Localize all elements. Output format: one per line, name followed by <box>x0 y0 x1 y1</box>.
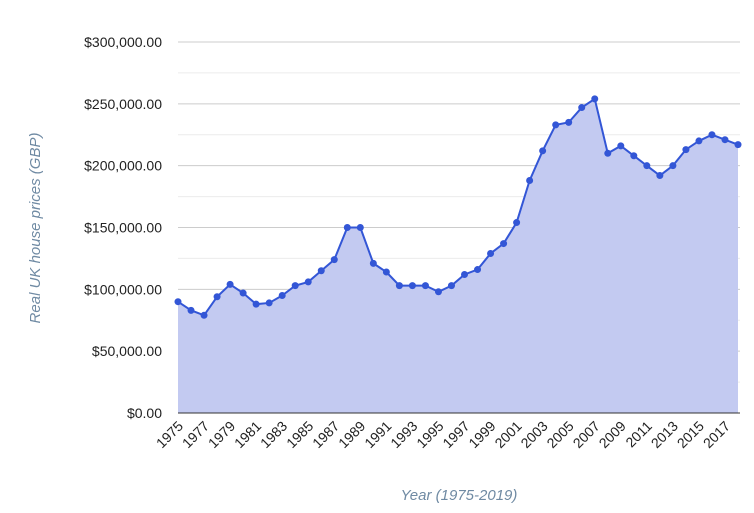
x-tick-label: 2005 <box>543 418 576 451</box>
point <box>500 240 508 248</box>
point <box>721 136 729 144</box>
x-tick-label: 1983 <box>257 418 290 451</box>
y-tick-label: $250,000.00 <box>84 96 162 112</box>
point <box>695 137 703 145</box>
y-tick-label: $200,000.00 <box>84 158 162 174</box>
point <box>291 282 299 290</box>
point <box>434 288 442 296</box>
x-tick-label: 1979 <box>205 418 238 451</box>
point <box>526 177 534 185</box>
point <box>382 268 390 276</box>
point <box>539 147 547 155</box>
point <box>408 282 416 290</box>
point <box>278 292 286 300</box>
point <box>591 95 599 103</box>
point <box>578 104 586 112</box>
x-tick-label: 2003 <box>517 418 550 451</box>
x-tick-label: 2017 <box>700 418 733 451</box>
point <box>213 293 221 301</box>
point <box>682 146 690 154</box>
x-tick-label: 1995 <box>413 418 446 451</box>
y-axis-title: Real UK house prices (GBP) <box>27 133 44 324</box>
point <box>630 152 638 160</box>
point <box>226 280 234 288</box>
x-tick-label: 1991 <box>361 418 394 451</box>
point <box>265 299 273 307</box>
x-tick-label: 1999 <box>465 418 498 451</box>
point <box>669 162 677 170</box>
area <box>178 98 738 414</box>
point <box>200 311 208 319</box>
point <box>356 224 364 231</box>
y-tick-label: $50,000.00 <box>92 343 162 359</box>
point <box>708 131 716 139</box>
point <box>421 282 429 290</box>
x-tick-label: 2013 <box>648 418 681 451</box>
y-tick-label: $150,000.00 <box>84 220 162 236</box>
point <box>734 141 742 149</box>
x-tick-label: 2007 <box>570 418 603 451</box>
point <box>643 162 651 170</box>
x-tick-label: 2011 <box>622 418 655 451</box>
point <box>239 289 247 297</box>
point <box>174 298 182 306</box>
point <box>252 300 260 308</box>
x-tick-label: 2015 <box>674 418 707 451</box>
point <box>395 282 403 290</box>
point <box>474 266 482 274</box>
y-tick-label: $300,000.00 <box>84 34 162 50</box>
point <box>447 282 455 290</box>
x-tick-label: 2009 <box>596 418 629 451</box>
x-tick-label: 1977 <box>179 418 212 451</box>
y-tick-label: $100,000.00 <box>84 281 162 297</box>
point <box>330 256 338 264</box>
x-tick-label: 1987 <box>309 418 342 451</box>
x-tick-label: 1989 <box>335 418 368 451</box>
point <box>317 267 325 275</box>
x-tick-label: 1993 <box>387 418 420 451</box>
point <box>187 306 195 314</box>
point <box>617 142 625 150</box>
x-tick-label: 1981 <box>231 418 264 451</box>
y-tick-label: $0.00 <box>127 405 162 421</box>
point <box>552 121 560 129</box>
point <box>487 249 495 257</box>
x-tick-label: 2001 <box>491 418 524 451</box>
point <box>656 172 664 180</box>
point <box>343 224 351 231</box>
x-axis-title: Year (1975-2019) <box>401 487 518 504</box>
point <box>565 118 573 126</box>
point <box>304 278 312 286</box>
point <box>604 149 612 157</box>
point <box>369 259 377 267</box>
x-tick-label: 1975 <box>153 418 186 451</box>
x-tick-label: 1997 <box>439 418 472 451</box>
x-tick-label: 1985 <box>283 418 316 451</box>
point <box>513 219 521 227</box>
point <box>461 270 469 278</box>
